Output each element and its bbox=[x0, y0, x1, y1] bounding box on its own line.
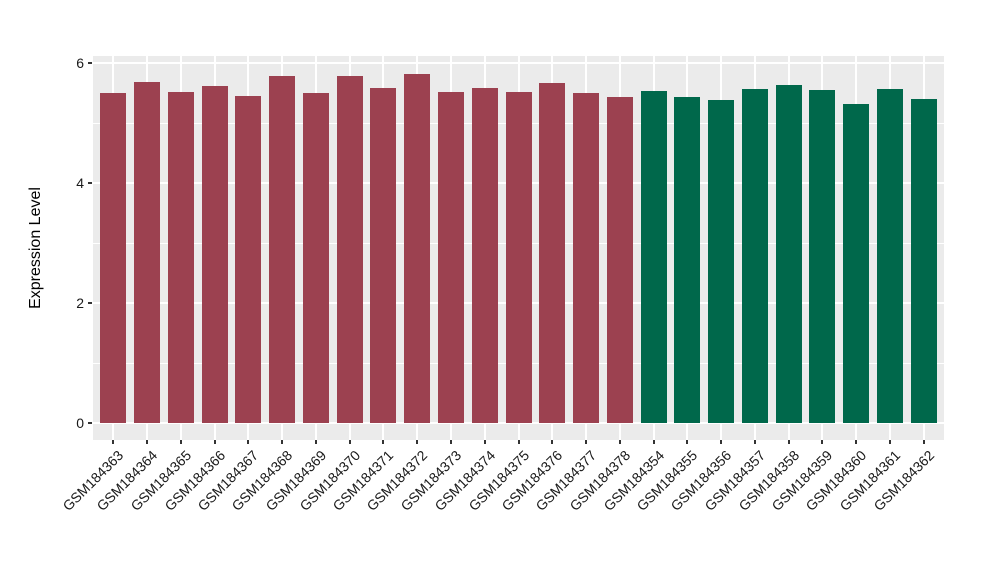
bar-GSM184376 bbox=[539, 83, 565, 423]
x-tick-mark bbox=[314, 440, 317, 444]
y-tick-mark bbox=[88, 302, 92, 304]
bar-GSM184355 bbox=[674, 97, 700, 423]
x-tick-mark bbox=[449, 440, 452, 444]
bar-GSM184378 bbox=[607, 97, 633, 423]
bar-GSM184374 bbox=[472, 88, 498, 423]
bar-GSM184365 bbox=[168, 92, 194, 423]
x-tick-mark bbox=[551, 440, 554, 444]
bar-GSM184358 bbox=[776, 85, 802, 423]
x-tick-mark bbox=[179, 440, 182, 444]
y-tick-label: 2 bbox=[76, 295, 84, 311]
y-tick-mark bbox=[88, 422, 92, 424]
x-tick-mark bbox=[483, 440, 486, 444]
major-gridline bbox=[93, 62, 944, 64]
x-tick-mark bbox=[821, 440, 824, 444]
bar-GSM184367 bbox=[235, 96, 261, 423]
bar-GSM184373 bbox=[438, 92, 464, 423]
x-tick-mark bbox=[146, 440, 149, 444]
x-tick-mark bbox=[348, 440, 351, 444]
bar-GSM184354 bbox=[641, 91, 667, 423]
bar-GSM184360 bbox=[843, 104, 869, 423]
y-tick-mark bbox=[88, 62, 92, 64]
x-tick-mark bbox=[787, 440, 790, 444]
bar-GSM184375 bbox=[506, 92, 532, 423]
bar-GSM184368 bbox=[269, 76, 295, 423]
x-tick-mark bbox=[855, 440, 858, 444]
y-tick-label: 4 bbox=[76, 175, 84, 191]
x-tick-mark bbox=[922, 440, 925, 444]
x-tick-mark bbox=[281, 440, 284, 444]
bar-GSM184369 bbox=[303, 93, 329, 423]
x-tick-mark bbox=[686, 440, 689, 444]
bar-GSM184372 bbox=[404, 74, 430, 423]
y-tick-label: 6 bbox=[76, 55, 84, 71]
x-tick-mark bbox=[416, 440, 419, 444]
bar-GSM184359 bbox=[809, 90, 835, 423]
x-tick-mark bbox=[517, 440, 520, 444]
x-tick-mark bbox=[720, 440, 723, 444]
bar-GSM184357 bbox=[742, 89, 768, 423]
bar-GSM184361 bbox=[877, 89, 903, 423]
x-tick-mark bbox=[652, 440, 655, 444]
bar-GSM184377 bbox=[573, 93, 599, 423]
x-tick-mark bbox=[112, 440, 115, 444]
bar-GSM184362 bbox=[911, 99, 937, 423]
y-tick-label: 0 bbox=[76, 415, 84, 431]
x-tick-mark bbox=[888, 440, 891, 444]
bar-GSM184370 bbox=[337, 76, 363, 423]
bar-GSM184364 bbox=[134, 82, 160, 423]
bar-GSM184371 bbox=[370, 88, 396, 423]
x-tick-mark bbox=[382, 440, 385, 444]
major-gridline bbox=[93, 422, 944, 424]
x-tick-mark bbox=[213, 440, 216, 444]
plot-panel bbox=[93, 56, 944, 440]
y-tick-mark bbox=[88, 182, 92, 184]
bar-GSM184363 bbox=[100, 93, 126, 423]
y-axis-title: Expression Level bbox=[27, 187, 44, 309]
bar-GSM184356 bbox=[708, 100, 734, 423]
bar-GSM184366 bbox=[202, 86, 228, 423]
x-tick-mark bbox=[618, 440, 621, 444]
x-tick-mark bbox=[585, 440, 588, 444]
x-tick-mark bbox=[753, 440, 756, 444]
x-tick-mark bbox=[247, 440, 250, 444]
